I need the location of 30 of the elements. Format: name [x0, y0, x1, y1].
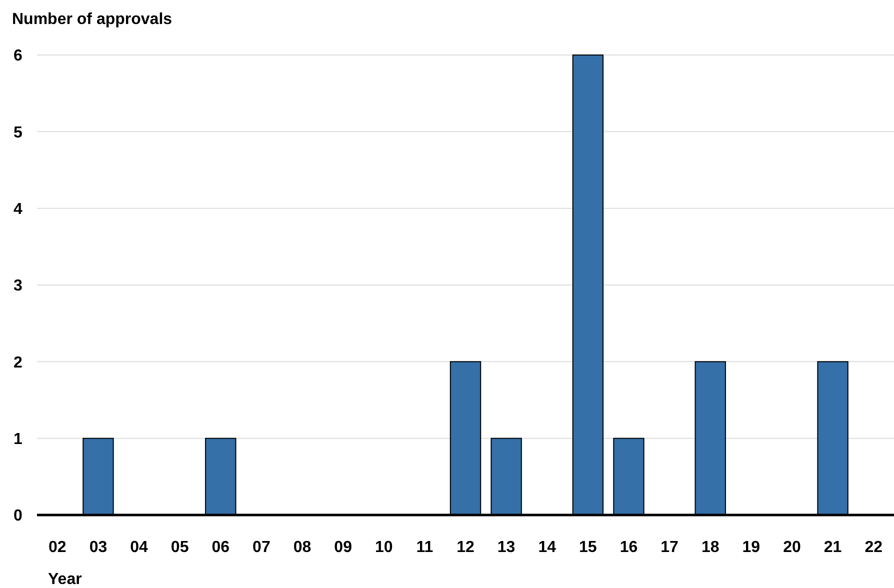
- x-tick-label: 21: [824, 539, 842, 556]
- y-tick-label: 5: [14, 124, 23, 142]
- x-tick-label: 22: [864, 539, 883, 556]
- x-tick-label: 08: [293, 539, 312, 556]
- x-tick-label: 06: [212, 539, 230, 556]
- y-tick-label: 1: [14, 430, 23, 448]
- x-tick-label: 11: [416, 539, 434, 556]
- x-tick-label: 14: [538, 539, 556, 556]
- x-tick-label: 09: [334, 539, 352, 556]
- x-tick-label: 16: [620, 539, 638, 556]
- x-tick-label: 10: [374, 539, 393, 556]
- y-tick-label: 0: [14, 508, 23, 525]
- x-tick-label: 03: [89, 539, 108, 556]
- x-axis-title: Year: [48, 571, 82, 588]
- x-tick-label: 12: [456, 539, 474, 556]
- x-tick-label: 07: [252, 539, 270, 556]
- x-tick-label: 20: [783, 539, 801, 556]
- x-tick-label: 17: [660, 539, 679, 556]
- y-tick-label: 3: [14, 278, 23, 295]
- y-tick-label: 4: [14, 200, 23, 218]
- x-tick-label: 02: [48, 539, 66, 556]
- x-tick-label: 19: [742, 539, 760, 556]
- x-tick-label: 05: [170, 539, 189, 556]
- x-tick-label: 15: [579, 539, 597, 556]
- y-axis-title: Number of approvals: [12, 11, 172, 28]
- y-tick-label: 6: [14, 48, 23, 65]
- x-tick-label: 13: [497, 539, 516, 556]
- x-tick-label: 18: [701, 539, 720, 556]
- y-tick-label: 2: [14, 354, 23, 372]
- x-tick-label: 04: [130, 539, 148, 556]
